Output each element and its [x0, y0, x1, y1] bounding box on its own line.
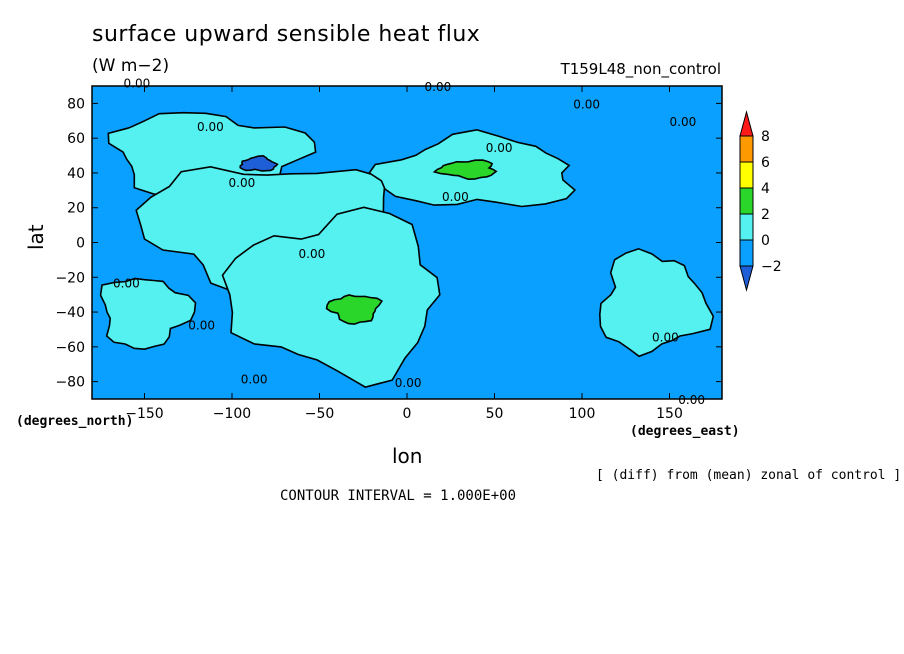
contour-region — [239, 154, 279, 172]
colorbar-tick-label: 6 — [761, 155, 770, 171]
y-tick-label: −80 — [55, 375, 85, 391]
x-tick-label: 0 — [403, 406, 412, 422]
x-units-label: (degrees_east) — [630, 424, 740, 439]
contour-label: 0.00 — [197, 120, 224, 134]
contour-label: 0.00 — [124, 77, 151, 91]
contour-region — [221, 206, 441, 388]
contour-label: 0.00 — [652, 331, 679, 345]
contour-label: 0.00 — [113, 277, 140, 291]
contour-region — [598, 247, 715, 358]
y-tick-label: −20 — [55, 270, 85, 286]
colorbar-box — [739, 161, 754, 189]
contour-interval: CONTOUR INTERVAL = 1.000E+00 — [280, 488, 517, 504]
colorbar-tick-label: 0 — [761, 233, 770, 249]
y-units-label: (degrees_north) — [16, 414, 134, 429]
contour-label: 0.00 — [299, 247, 326, 261]
x-tick-label: 50 — [486, 406, 504, 422]
contour-label: 0.00 — [573, 98, 600, 112]
colorbar-top-triangle — [739, 110, 754, 137]
contour-label: 0.00 — [241, 372, 268, 386]
x-tick-label: −150 — [125, 406, 163, 422]
contour-field — [92, 86, 722, 399]
x-tick-label: −50 — [305, 406, 335, 422]
contour-label: 0.00 — [486, 141, 513, 155]
colorbar-box — [739, 135, 754, 163]
y-tick-label: 60 — [67, 131, 85, 147]
y-tick-label: 0 — [76, 236, 85, 252]
y-tick-label: 20 — [67, 201, 85, 217]
y-tick-label: −40 — [55, 305, 85, 321]
contour-label: 0.00 — [678, 393, 705, 407]
colorbar-box — [739, 239, 754, 267]
contour-label: 0.00 — [425, 80, 452, 94]
colorbar-tick-label: 8 — [761, 129, 770, 145]
contour-region — [325, 294, 384, 325]
chart-title: surface upward sensible heat flux — [92, 22, 481, 47]
contour-label: 0.00 — [442, 190, 469, 204]
x-tick-label: 150 — [656, 406, 683, 422]
colorbar-tick-label: −2 — [761, 259, 782, 275]
contour-region — [99, 277, 197, 351]
contour-label: 0.00 — [395, 376, 422, 390]
y-tick-label: 80 — [67, 96, 85, 112]
contour-label: 0.00 — [229, 176, 256, 190]
run-id: T159L48_non_control — [560, 60, 721, 78]
y-tick-label: −60 — [55, 340, 85, 356]
contour-label: 0.00 — [670, 115, 697, 129]
y-axis-label: lat — [24, 224, 48, 250]
x-axis-label: lon — [392, 444, 423, 468]
colorbar-box — [739, 213, 754, 241]
chart-units: (W m−2) — [92, 56, 170, 76]
contour-region — [432, 159, 498, 181]
colorbar-box — [739, 187, 754, 215]
colorbar-tick-label: 2 — [761, 207, 770, 223]
y-tick-label: 40 — [67, 166, 85, 182]
difference-note: [ (diff) from (mean) zonal of control ] — [596, 468, 902, 483]
contour-label: 0.00 — [188, 318, 215, 332]
x-tick-label: −100 — [213, 406, 251, 422]
colorbar-tick-label: 4 — [761, 181, 770, 197]
x-tick-label: 100 — [569, 406, 596, 422]
colorbar-bottom-triangle — [739, 265, 754, 292]
